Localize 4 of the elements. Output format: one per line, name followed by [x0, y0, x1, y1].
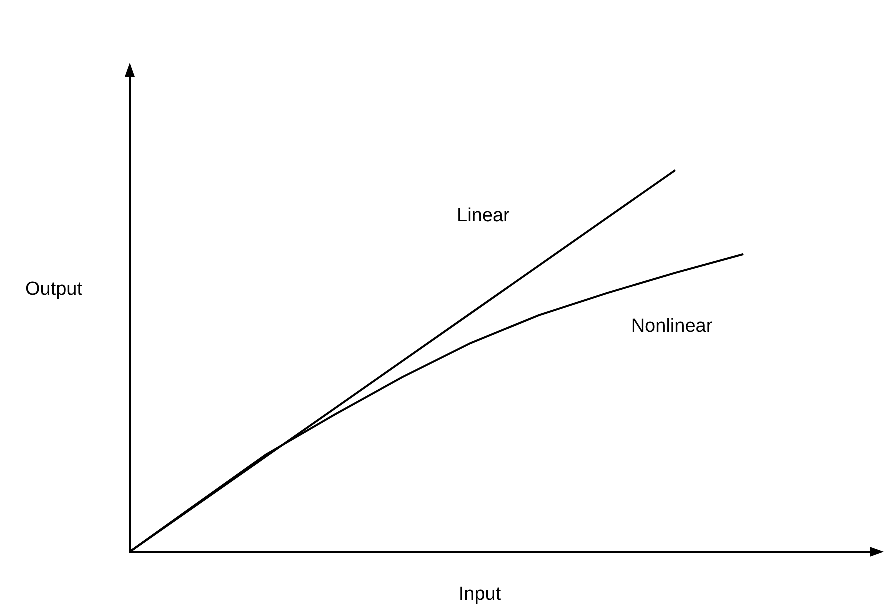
y-axis-title: Output [25, 279, 84, 300]
text: Linear [457, 205, 511, 226]
series-label: Nonlinear [631, 316, 714, 338]
x-axis-title: Input [458, 584, 502, 606]
